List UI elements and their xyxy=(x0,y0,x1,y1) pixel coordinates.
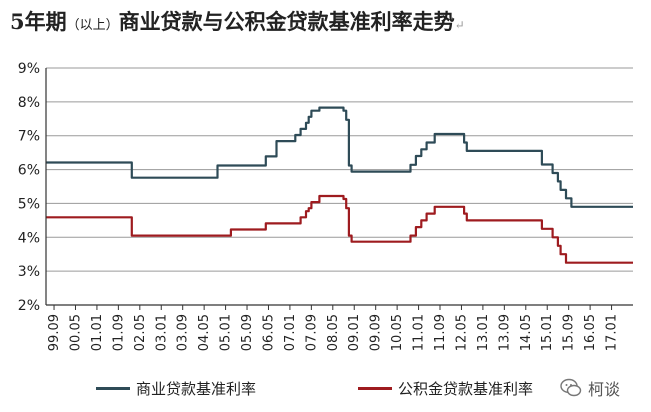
legend-item-provident: 公积金贷款基准利率 xyxy=(358,378,533,399)
y-tick-label: 5% xyxy=(18,196,40,212)
chart-title: 5年期（以上）商业贷款与公积金贷款基准利率走势↵ xyxy=(10,6,465,36)
y-tick-label: 2% xyxy=(18,298,40,314)
x-tick-label: 08.05 xyxy=(326,314,341,351)
axis-layer xyxy=(45,68,633,310)
x-tick-label: 13.01 xyxy=(476,314,491,351)
x-tick-label: 09.01 xyxy=(347,314,362,351)
x-tick-label: 01.01 xyxy=(90,314,105,351)
x-tick-label: 17.01 xyxy=(605,314,620,351)
x-tick-label: 15.09 xyxy=(562,314,577,351)
x-tick-label: 07.09 xyxy=(304,314,319,351)
title-rest: 商业贷款与公积金贷款基准利率走势 xyxy=(118,9,455,34)
x-tick-label: 15.01 xyxy=(540,314,555,351)
x-tick-label: 02.05 xyxy=(133,314,148,351)
series-layer xyxy=(46,106,633,264)
x-tick-label: 09.09 xyxy=(369,314,384,351)
x-tick-label: 00.05 xyxy=(68,314,83,351)
x-tick-label: 11.09 xyxy=(433,314,448,351)
legend-item-commercial: 商业贷款基准利率 xyxy=(96,378,256,399)
x-tick-label: 04.05 xyxy=(197,314,212,351)
legend-swatch-provident xyxy=(358,387,392,390)
x-tick-label: 14.05 xyxy=(519,314,534,351)
x-tick-label: 11.01 xyxy=(412,314,427,351)
grid-layer xyxy=(46,67,633,306)
y-tick-label: 8% xyxy=(18,95,40,111)
x-tick-label: 10.05 xyxy=(390,314,405,351)
series-line-commercial xyxy=(46,106,633,208)
y-tick-labels: 2% 3% 4% 5% 6% 7% 8% 9% xyxy=(18,61,40,314)
title-paren: （以上） xyxy=(66,18,119,33)
wechat-bubble-icon xyxy=(560,378,582,397)
y-tick-label: 4% xyxy=(18,230,40,246)
return-mark-icon: ↵ xyxy=(454,18,465,32)
x-tick-label: 05.01 xyxy=(219,314,234,351)
y-tick-label: 7% xyxy=(18,129,40,145)
legend-swatch-commercial xyxy=(96,387,130,390)
legend-label-commercial: 商业贷款基准利率 xyxy=(136,380,257,398)
title-main: 5年期 xyxy=(10,9,67,34)
x-tick-label: 03.09 xyxy=(176,314,191,351)
watermark-text: 柯谈 xyxy=(588,380,621,399)
y-tick-label: 3% xyxy=(18,264,40,280)
x-tick-label: 05.09 xyxy=(240,314,255,351)
y-tick-label: 9% xyxy=(18,61,40,77)
x-tick-label: 13.09 xyxy=(497,314,512,351)
series-line-provident xyxy=(46,194,633,264)
x-tick-label: 06.05 xyxy=(261,314,276,351)
x-tick-labels: 99.09 00.05 01.01 01.09 02.05 03.01 03.09 04.05… xyxy=(47,314,620,351)
x-tick-label: 99.09 xyxy=(47,314,62,351)
x-tick-label: 16.05 xyxy=(583,314,598,351)
x-tick-label: 07.01 xyxy=(283,314,298,351)
x-tick-label: 01.09 xyxy=(111,314,126,351)
x-tick-label: 03.01 xyxy=(154,314,169,351)
x-tick-label: 12.05 xyxy=(454,314,469,351)
legend-label-provident: 公积金贷款基准利率 xyxy=(398,380,534,398)
watermark: 柯谈 xyxy=(560,376,620,400)
y-tick-label: 6% xyxy=(18,163,40,179)
